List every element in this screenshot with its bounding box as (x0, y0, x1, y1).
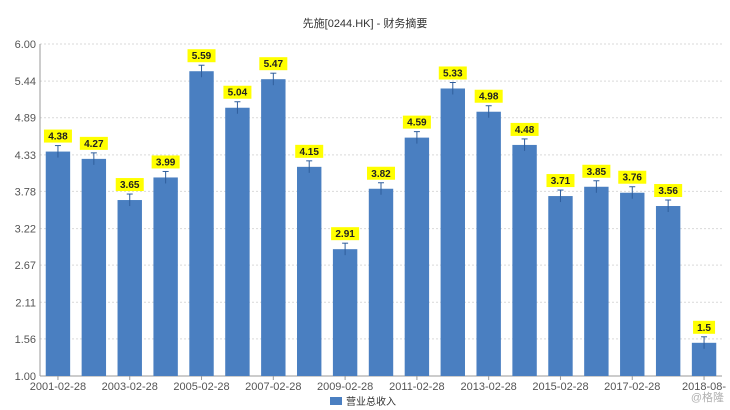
x-tick-label: 2018-08- (682, 381, 726, 393)
y-tick-label: 6.00 (15, 39, 36, 51)
y-tick-label: 4.33 (15, 150, 36, 162)
data-labels: 4.38 4.27 3.65 3.99 5.59 5.04 5.47 4.15 2.91 3.82… (43, 49, 716, 334)
chart-title: 先施[0244.HK] - 财务摘要 (303, 16, 428, 30)
watermark: @格隆 (691, 390, 724, 404)
y-tick-label: 1.00 (15, 371, 36, 383)
data-label-bg (295, 144, 324, 158)
bar[interactable] (261, 79, 286, 376)
bar[interactable] (620, 192, 645, 376)
x-tick-label: 2011-02-28 (389, 381, 444, 393)
y-tick-label: 2.11 (15, 297, 36, 309)
legend[interactable]: 营业总收入 (330, 395, 396, 408)
data-label: 2.91 (335, 229, 355, 240)
x-tick-label: 2015-02-28 (532, 381, 588, 393)
data-label-bg (510, 122, 539, 136)
data-label: 3.56 (658, 186, 678, 197)
bar[interactable] (548, 196, 573, 376)
data-label-bg (331, 227, 360, 241)
data-label-bg (582, 164, 611, 178)
bar[interactable] (404, 137, 430, 376)
data-label: 5.04 (228, 88, 248, 99)
bar[interactable] (117, 200, 142, 376)
data-label: 3.85 (587, 167, 607, 178)
y-tick-label: 1.56 (15, 334, 36, 346)
data-label: 3.65 (120, 180, 140, 191)
data-label-bg (693, 320, 716, 334)
data-label-bg (654, 184, 683, 198)
data-label-bg (474, 89, 503, 103)
x-tick-label: 2013-02-28 (461, 381, 517, 393)
y-axis-ticks: 1.00 1.56 2.11 2.67 3.22 3.78 4.33 4.89 5.44 6.00 (15, 39, 36, 383)
x-tick-label: 2003-02-28 (102, 381, 158, 393)
data-label: 5.59 (192, 51, 212, 62)
legend-label: 营业总收入 (346, 395, 396, 408)
x-tick-label: 2001-02-28 (30, 381, 86, 393)
bar[interactable] (476, 111, 501, 376)
x-axis-ticks: 2001-02-28 2003-02-28 2005-02-28 2007-02-28… (30, 376, 726, 393)
y-tick-label: 4.89 (15, 113, 36, 125)
data-label-bg (223, 85, 252, 99)
data-label: 4.27 (84, 139, 104, 150)
y-tick-label: 3.22 (15, 224, 36, 236)
y-tick-label: 2.67 (15, 260, 36, 272)
data-label-bg (438, 66, 467, 80)
data-label-bg (187, 49, 216, 63)
legend-swatch (330, 397, 342, 405)
x-tick-label: 2005-02-28 (173, 381, 229, 393)
bar[interactable] (297, 166, 322, 376)
data-label-bg (402, 115, 431, 129)
data-label: 4.48 (515, 125, 535, 136)
bar[interactable] (153, 177, 178, 376)
data-label: 3.99 (156, 157, 176, 168)
data-label-bg (151, 155, 180, 169)
data-label-bg (367, 166, 395, 180)
bar[interactable] (332, 249, 358, 376)
data-label: 1.5 (697, 323, 711, 334)
data-label-bg (43, 129, 72, 143)
data-label: 3.82 (371, 169, 391, 180)
bar[interactable] (225, 107, 250, 376)
bar[interactable] (584, 186, 609, 376)
data-label-bg (618, 170, 647, 184)
data-label: 4.38 (48, 132, 68, 143)
data-label-bg (546, 174, 575, 188)
y-tick-label: 3.78 (15, 186, 36, 198)
data-label: 4.98 (479, 92, 499, 103)
data-label-bg (79, 136, 108, 150)
bars (45, 64, 717, 376)
bar[interactable] (189, 71, 214, 376)
bar[interactable] (655, 206, 681, 376)
data-label-bg (259, 57, 288, 71)
data-label: 4.59 (407, 118, 427, 129)
bar[interactable] (45, 151, 71, 376)
data-label: 5.47 (264, 59, 284, 70)
data-label: 3.76 (623, 173, 643, 184)
x-tick-label: 2007-02-28 (245, 381, 301, 393)
bar[interactable] (81, 158, 107, 376)
x-tick-label: 2017-02-28 (604, 381, 660, 393)
data-label-bg (115, 178, 144, 192)
bar[interactable] (368, 188, 394, 376)
y-tick-label: 5.44 (15, 76, 36, 88)
x-tick-label: 2009-02-28 (317, 381, 373, 393)
bar[interactable] (440, 88, 465, 376)
data-label: 4.15 (299, 147, 319, 158)
data-label: 5.33 (443, 68, 463, 79)
bar[interactable] (512, 144, 537, 376)
data-label: 3.71 (551, 176, 571, 187)
